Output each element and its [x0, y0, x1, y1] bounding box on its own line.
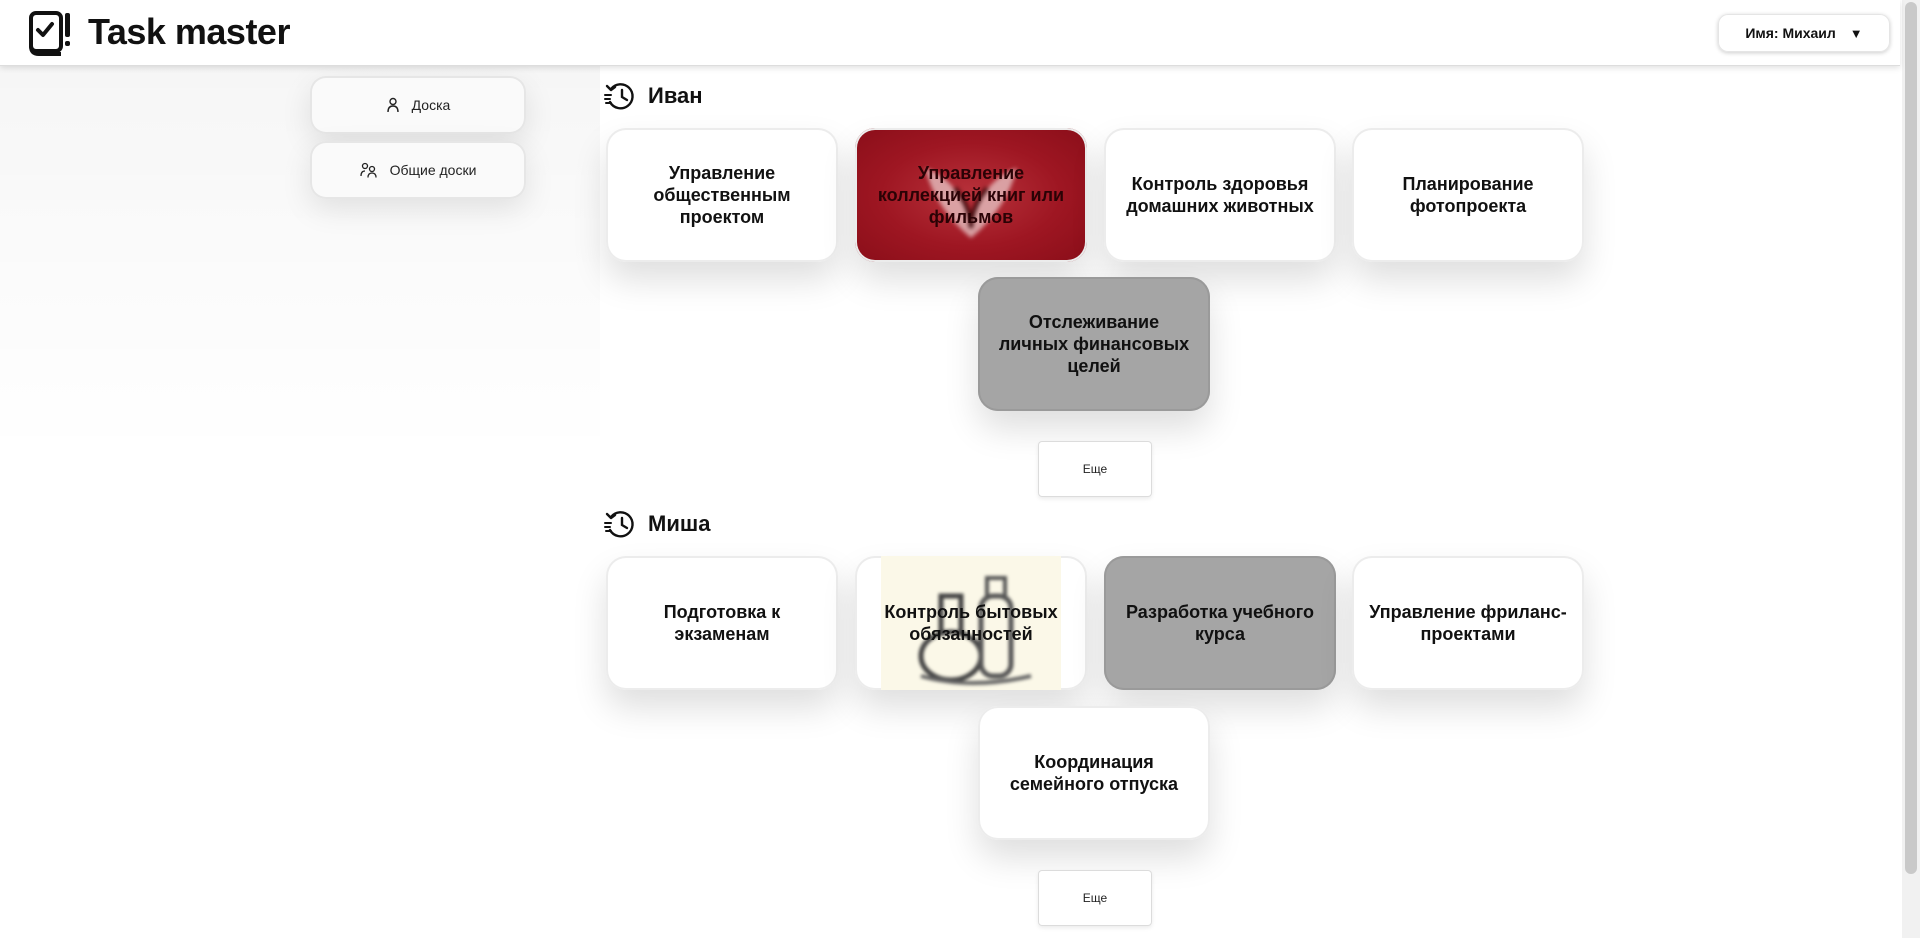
sidebar-item-board[interactable]: Доска — [310, 76, 526, 134]
page-scrollbar[interactable] — [1902, 0, 1920, 938]
history-icon — [604, 511, 634, 538]
board-card[interactable]: Управление общественным проектом — [606, 128, 838, 262]
app-title: Task master — [88, 11, 290, 52]
board-card[interactable]: Подготовка к экзаменам — [606, 556, 838, 690]
user-name-label: Имя: Михаил — [1745, 25, 1836, 41]
section-header-misha: Миша — [604, 508, 710, 540]
user-icon — [386, 97, 399, 113]
board-card[interactable]: Разработка учебного курса — [1104, 556, 1336, 690]
section-title: Миша — [648, 511, 711, 536]
board-card[interactable]: Координация семейного отпуска — [978, 706, 1210, 840]
board-card[interactable]: Контроль здоровья домашних животных — [1104, 128, 1336, 262]
board-card-title: Контроль здоровья домашних животных — [1126, 174, 1314, 216]
scrollbar-thumb[interactable] — [1905, 2, 1917, 874]
board-card-image[interactable]: Контроль бытовых обязанностей — [855, 556, 1087, 690]
sidebar-item-shared-boards[interactable]: Общие доски — [310, 141, 526, 199]
board-card-title: Планирование фотопроекта — [1402, 174, 1534, 216]
board-cover-image — [855, 128, 1087, 262]
app-header: Task master Имя: Михаил ▼ — [0, 0, 1900, 66]
users-icon — [359, 162, 377, 178]
board-card-title: Отслеживание личных финансовых целей — [998, 312, 1190, 376]
board-card-image[interactable]: Управление коллекцией книг или фильмов — [855, 128, 1087, 262]
more-button[interactable]: Еще — [1038, 441, 1152, 497]
history-icon — [604, 83, 634, 110]
sidebar: Доска Общие доски — [0, 66, 600, 938]
more-button[interactable]: Еще — [1038, 870, 1152, 926]
user-menu-button[interactable]: Имя: Михаил ▼ — [1718, 14, 1890, 52]
section-title: Иван — [648, 83, 703, 108]
sidebar-item-label: Доска — [411, 97, 451, 113]
section-header-ivan: Иван — [604, 80, 703, 112]
sidebar-item-label: Общие доски — [389, 162, 477, 178]
notebook-check-icon[interactable] — [28, 10, 74, 56]
board-card-title: Управление общественным проектом — [653, 163, 791, 227]
board-card[interactable]: Планирование фотопроекта — [1352, 128, 1584, 262]
board-cover-image — [881, 556, 1061, 690]
board-card[interactable]: Отслеживание личных финансовых целей — [978, 277, 1210, 411]
board-card[interactable]: Управление фриланс-проектами — [1352, 556, 1584, 690]
board-card-title: Контроль бытовых обязанностей — [884, 602, 1058, 644]
board-card-title: Разработка учебного курса — [1126, 602, 1314, 644]
chevron-down-icon: ▼ — [1849, 25, 1863, 41]
board-card-title: Координация семейного отпуска — [1009, 752, 1179, 794]
board-card-title: Управление фриланс-проектами — [1369, 602, 1567, 644]
board-card-title: Подготовка к экзаменам — [663, 602, 781, 644]
board-card-title: Управление коллекцией книг или фильмов — [877, 163, 1065, 227]
